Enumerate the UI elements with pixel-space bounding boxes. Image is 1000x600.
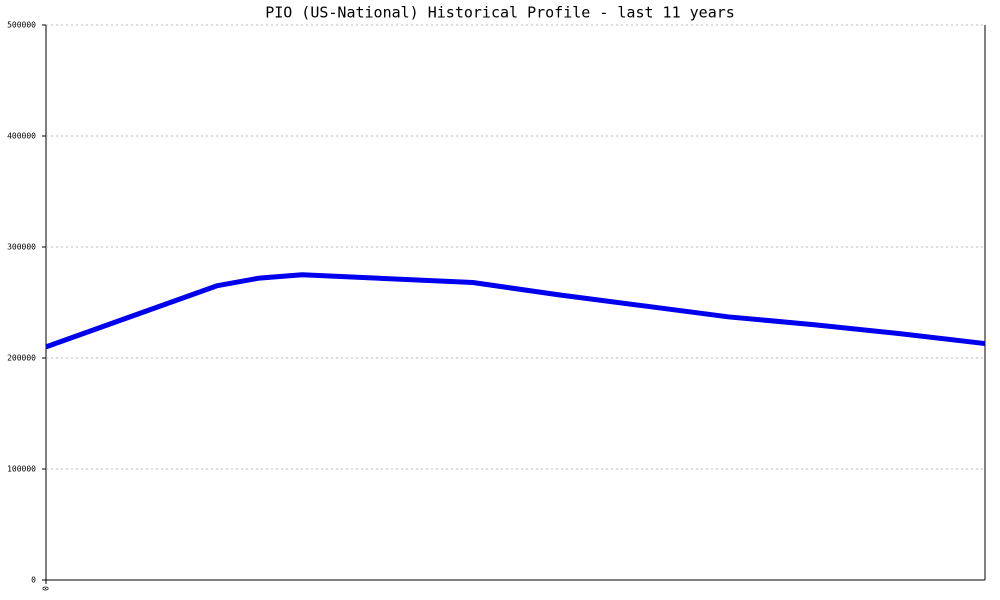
y-tick-label: 500000 [7, 21, 36, 30]
y-tick-label: 400000 [7, 132, 36, 141]
y-tick-label: 300000 [7, 243, 36, 252]
y-tick-label: 200000 [7, 354, 36, 363]
chart-title: PIO (US-National) Historical Profile - l… [265, 4, 735, 22]
x-tick-label: 0 [42, 586, 51, 591]
y-tick-label: 0 [31, 576, 36, 585]
data-line [45, 272, 986, 350]
y-tick-label: 100000 [7, 465, 36, 474]
